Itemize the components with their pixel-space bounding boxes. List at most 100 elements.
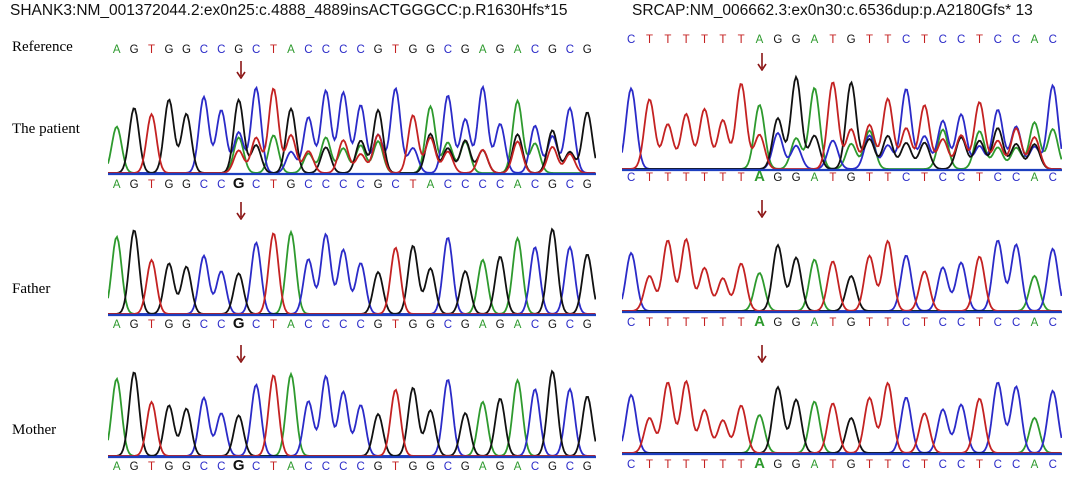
base-call: G: [547, 179, 557, 191]
base-call: C: [957, 172, 966, 184]
base-call: C: [321, 319, 330, 331]
trace-a: [108, 371, 596, 457]
label-mother: Mother: [12, 422, 57, 438]
base-call: C: [199, 319, 208, 331]
base-call: C: [565, 319, 574, 331]
base-call: G: [425, 461, 435, 473]
base-call: A: [478, 319, 487, 331]
base-call: A: [112, 461, 121, 473]
base-call: T: [829, 317, 837, 329]
base-call: C: [339, 44, 348, 56]
trace-a: [108, 229, 596, 315]
base-call: C: [443, 44, 452, 56]
base-call: A: [810, 459, 819, 471]
base-call: C: [938, 172, 947, 184]
base-call: A: [112, 179, 121, 191]
base-call: A: [426, 179, 435, 191]
base-call: T: [148, 44, 156, 56]
base-call: G: [408, 461, 418, 473]
base-call: T: [392, 461, 400, 473]
base-call: G: [846, 459, 856, 471]
left-panel-title: SHANK3:NM_001372044.2:ex0n25:c.4888_4889…: [10, 2, 568, 19]
base-call: G: [425, 44, 435, 56]
base-call: C: [565, 44, 574, 56]
base-call: T: [270, 319, 278, 331]
base-call: C: [321, 461, 330, 473]
base-call: T: [700, 459, 709, 471]
base-call: C: [217, 319, 226, 331]
base-call: A: [755, 34, 764, 46]
trace-t: [622, 237, 1062, 312]
base-call: C: [1012, 459, 1021, 471]
base-call: T: [645, 34, 654, 46]
base-call: T: [148, 179, 156, 191]
base-call: C: [902, 459, 911, 471]
base-call: G: [460, 461, 470, 473]
base-call: T: [737, 34, 745, 46]
base-call: A: [1030, 317, 1039, 329]
base-call: G: [373, 319, 383, 331]
base-call: C: [339, 461, 348, 473]
down-arrow-icon: [236, 61, 246, 79]
base-call: G: [129, 319, 139, 331]
base-call: A: [754, 455, 765, 472]
base-call: G: [547, 461, 557, 473]
base-call: C: [530, 44, 540, 56]
base-call: T: [719, 172, 727, 184]
base-call: C: [627, 172, 636, 184]
base-call: C: [356, 179, 365, 191]
base-call: G: [460, 319, 470, 331]
base-call: C: [199, 179, 208, 191]
base-call: G: [373, 44, 383, 56]
base-call: C: [217, 44, 226, 56]
base-call: G: [547, 44, 557, 56]
base-call: A: [513, 179, 522, 191]
base-call: C: [1048, 34, 1057, 46]
base-call: A: [287, 461, 295, 473]
trace-g: [108, 97, 596, 174]
base-call: C: [321, 179, 330, 191]
base-call: C: [321, 44, 330, 56]
base-call: T: [682, 34, 690, 46]
trace-t: [622, 81, 1062, 170]
base-call: C: [530, 461, 540, 473]
base-call: T: [645, 459, 654, 471]
base-call: G: [495, 44, 505, 56]
base-call: T: [645, 172, 654, 184]
base-call: A: [810, 172, 819, 184]
base-call: A: [810, 317, 819, 329]
base-call: T: [865, 317, 874, 329]
base-call: G: [846, 172, 856, 184]
base-call: G: [773, 172, 783, 184]
base-call: T: [719, 317, 727, 329]
base-call: C: [993, 459, 1002, 471]
base-call: A: [478, 44, 487, 56]
base-call: C: [1048, 317, 1057, 329]
base-call: G: [582, 179, 592, 191]
base-call: T: [700, 172, 709, 184]
base-call: T: [865, 459, 874, 471]
base-call: G: [495, 461, 505, 473]
right-father-chromatogram: [622, 237, 1062, 314]
base-call: G: [129, 44, 139, 56]
base-call: G: [846, 317, 856, 329]
base-call: T: [865, 34, 874, 46]
base-call: G: [582, 319, 592, 331]
base-call: G: [773, 459, 783, 471]
base-call: A: [1030, 172, 1039, 184]
base-call: C: [199, 44, 208, 56]
base-call: C: [1012, 317, 1021, 329]
base-call: C: [304, 461, 313, 473]
base-call: G: [791, 317, 801, 329]
base-call: T: [148, 319, 156, 331]
left-father-chromatogram: [108, 227, 596, 317]
base-call: G: [373, 179, 383, 191]
label-reference: Reference: [12, 39, 73, 55]
base-call: C: [902, 172, 911, 184]
base-call: T: [645, 317, 654, 329]
base-call: G: [495, 319, 505, 331]
